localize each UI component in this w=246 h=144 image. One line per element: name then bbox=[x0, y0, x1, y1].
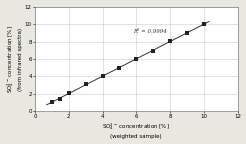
Text: R² = 0.9994: R² = 0.9994 bbox=[133, 29, 167, 34]
Y-axis label: SO$_4^{2-}$ concentration [%]
(from infrared spectra): SO$_4^{2-}$ concentration [%] (from infr… bbox=[5, 25, 23, 93]
Point bbox=[67, 92, 71, 94]
Point bbox=[58, 98, 62, 100]
Point bbox=[101, 75, 105, 77]
X-axis label: SO$_4^{2-}$ concentration [%]
(weighted sample): SO$_4^{2-}$ concentration [%] (weighted … bbox=[102, 121, 170, 139]
Point bbox=[134, 58, 138, 60]
Point bbox=[168, 40, 172, 42]
Point bbox=[185, 32, 189, 34]
Point bbox=[117, 67, 121, 69]
Point bbox=[151, 50, 155, 52]
Point bbox=[50, 101, 54, 104]
Point bbox=[202, 23, 206, 25]
Point bbox=[84, 83, 88, 85]
